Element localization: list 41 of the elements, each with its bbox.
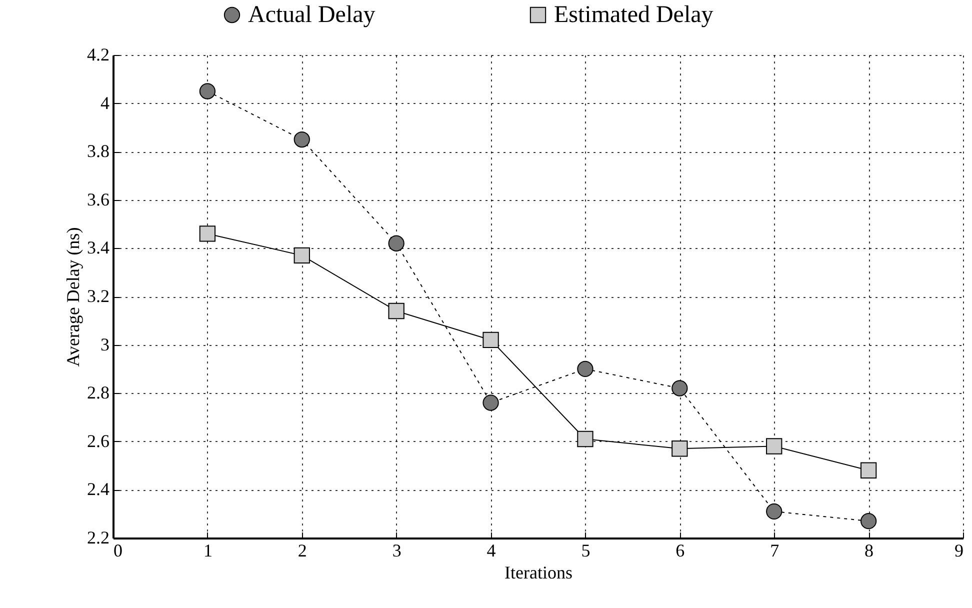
point	[199, 226, 216, 242]
point	[482, 332, 499, 348]
y-tick-label: 3.6	[87, 189, 110, 210]
x-tick-label: 7	[770, 540, 780, 560]
x-tick-label: 4	[486, 540, 496, 560]
y-axis-title: Average Delay (ns)	[63, 227, 83, 367]
x-axis-title: Iterations	[504, 562, 572, 582]
x-tick-label: 8	[864, 540, 874, 560]
y-tick-label: 2.6	[87, 430, 110, 451]
point	[577, 430, 594, 448]
point	[766, 503, 782, 520]
point	[482, 394, 499, 411]
point	[672, 380, 688, 396]
point	[577, 360, 594, 378]
y-tick-label: 2.2	[87, 528, 110, 548]
point	[294, 247, 310, 264]
point	[766, 438, 782, 454]
y-tick-label: 3.2	[87, 286, 110, 306]
point	[388, 302, 404, 320]
y-tick-label: 3	[100, 334, 110, 354]
y-tick-label: 4	[100, 92, 110, 113]
y-tick-label: 3.8	[87, 141, 110, 162]
x-tick-label: 0	[114, 540, 122, 560]
point	[860, 513, 877, 530]
x-tick-label: 2	[298, 540, 307, 560]
y-tick-label: 2.4	[87, 479, 110, 500]
x-tick-label: 9	[954, 540, 964, 560]
x-tick-label: 1	[203, 540, 212, 560]
point	[199, 83, 216, 100]
x-tick-label: 5	[581, 540, 590, 560]
point	[860, 462, 877, 478]
y-tick-label: 4.2	[87, 44, 110, 64]
x-tick-label: 6	[676, 540, 685, 560]
x-tick-label: 3	[392, 540, 402, 560]
point	[294, 131, 310, 148]
y-tick-label: 3.4	[87, 238, 110, 258]
legend-label: Actual Delay	[248, 2, 376, 28]
legend-label: Estimated Delay	[554, 2, 714, 28]
point	[388, 235, 404, 252]
y-tick-label: 2.8	[87, 382, 110, 403]
point	[672, 440, 688, 457]
